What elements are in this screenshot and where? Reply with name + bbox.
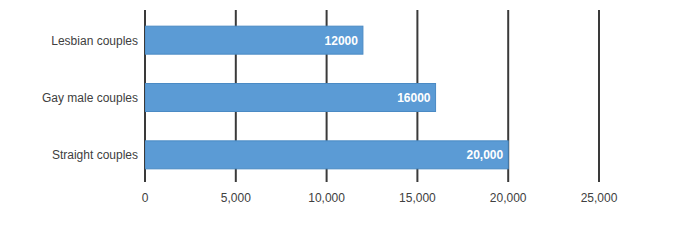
chart-container: 0 5,000 10,000 15,000 20,000 25,000 12000 16000…	[0, 0, 698, 225]
data-label: 20,000	[466, 148, 503, 162]
grid-line	[598, 10, 600, 182]
tick-label: 15,000	[399, 191, 436, 205]
category-label: Gay male couples	[42, 91, 138, 105]
bar	[145, 84, 436, 112]
x-tick-labels: 0 5,000 10,000 15,000 20,000 25,000	[142, 191, 618, 205]
chart-svg: 0 5,000 10,000 15,000 20,000 25,000 12000 16000…	[0, 0, 698, 225]
data-label: 16000	[397, 91, 431, 105]
data-labels: 12000 16000 20,000	[325, 34, 504, 163]
category-label: Straight couples	[52, 148, 138, 162]
tick-label: 5,000	[221, 191, 251, 205]
tick-label: 0	[142, 191, 149, 205]
tick-label: 25,000	[581, 191, 618, 205]
bar	[145, 26, 363, 54]
category-labels: Lesbian couples Gay male couples Straight …	[42, 34, 138, 163]
tick-label: 20,000	[490, 191, 527, 205]
category-label: Lesbian couples	[51, 34, 138, 48]
grid	[145, 10, 599, 182]
bar	[145, 141, 508, 169]
tick-label: 10,000	[308, 191, 345, 205]
bars	[145, 26, 508, 169]
data-label: 12000	[325, 34, 359, 48]
